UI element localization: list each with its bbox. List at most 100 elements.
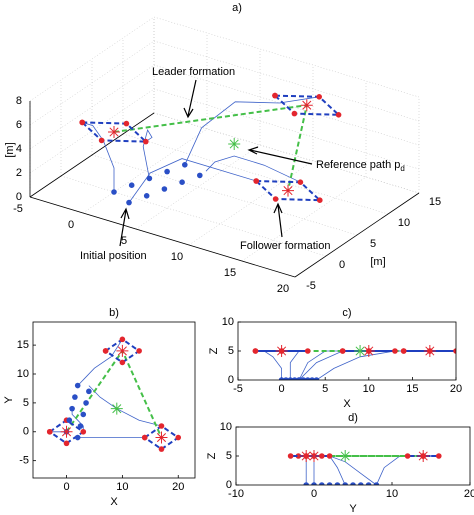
robot-marker [63,440,70,447]
annotation: Reference path pd [316,159,405,173]
initial-position [358,482,364,485]
annotation-text: Reference path p [316,159,400,171]
star-marker [308,450,320,462]
robot-marker [143,138,149,145]
grid-line [29,64,155,150]
star-marker [116,344,129,357]
initial-position [365,482,372,485]
arrow [273,202,283,238]
initial-position [83,400,89,406]
x-tick-label: 20 [277,283,289,295]
star-marker [108,126,120,138]
robot-marker [436,453,442,459]
initial-position [128,182,135,188]
robot-marker [98,137,105,144]
initial-position [69,405,75,412]
grid-line [29,40,155,126]
y-tick-label: 10 [17,368,29,380]
panel-title: b) [109,307,119,319]
x-tick-label: 10 [116,481,128,493]
robot-marker [252,348,259,354]
trajectory [88,385,162,427]
robot-marker [253,178,259,184]
axes-box [237,321,457,381]
initial-position [313,377,320,380]
initial-position [283,377,289,380]
robot-marker [317,197,323,203]
robot-marker [119,359,126,366]
star-marker [60,425,73,438]
formation-line [255,180,323,202]
grid-line [153,64,420,146]
trajectory [184,96,320,165]
y-tick-label: 0 [228,374,234,386]
grid-line [135,144,261,230]
x-tick-label: 5 [121,235,127,247]
formation-line [81,121,149,143]
panel-title: a) [232,2,242,14]
axis-line [294,192,420,278]
robot-marker [291,110,298,117]
robot-marker [123,120,130,127]
y-tick-label: 5 [228,345,234,357]
initial-position [278,377,285,380]
robot-marker [158,446,165,452]
y-tick-label: 10 [222,316,234,328]
x-tick-label: -10 [228,488,244,500]
y-axis-label: Y [3,396,15,404]
y-tick-label: -5 [19,455,29,467]
x-tick-label: 0 [63,481,69,493]
panel: b) X Y 0 10 20 -5 0 5 10 15 [3,307,196,508]
robot-marker [304,348,311,354]
initial-position [311,482,317,485]
star-marker [275,345,288,357]
formation-line [274,94,342,116]
arrow [247,146,313,165]
x-axis-label: X [343,398,351,410]
initial-position [334,482,341,485]
arrow [183,79,197,119]
y-tick-label: 5 [370,238,376,250]
robot-marker [316,94,323,100]
grid-line [241,176,367,262]
x-tick-label: -5 [233,383,243,395]
initial-position [72,394,78,400]
axis-line [29,112,155,198]
initial-position [161,186,168,192]
grid-line [153,88,420,170]
initial-position [342,482,348,485]
robot-marker [272,196,279,202]
grid-line [60,175,327,257]
robot-marker [272,92,278,99]
y-axis-label: Z [206,452,218,459]
initial-position [300,377,307,380]
star-marker [362,345,375,357]
star-marker [282,184,294,197]
x-tick-label: 10 [363,383,375,395]
star-marker [300,450,313,462]
trajectory [82,122,115,192]
star-marker [110,402,123,415]
grid-line [29,88,155,174]
grid-line [153,16,420,98]
y-tick-label: 0 [226,479,232,491]
trajectory [77,339,123,386]
initial-position [373,482,380,485]
initial-position [74,434,81,441]
x-tick-label: 10 [386,488,398,500]
formation-line [113,104,309,191]
initial-position [80,411,87,418]
z-tick-label: 8 [16,95,22,107]
initial-position [126,199,132,206]
star-marker [155,431,168,444]
x-tick-label: 0 [68,219,74,231]
axes-box [235,426,471,486]
y-tick-label: 15 [429,196,441,208]
robot-marker [46,428,53,435]
y-tick-label: 10 [220,421,232,433]
x-tick-label: -5 [13,203,23,215]
trajectory [71,408,84,432]
y-tick-label: 15 [17,339,29,351]
